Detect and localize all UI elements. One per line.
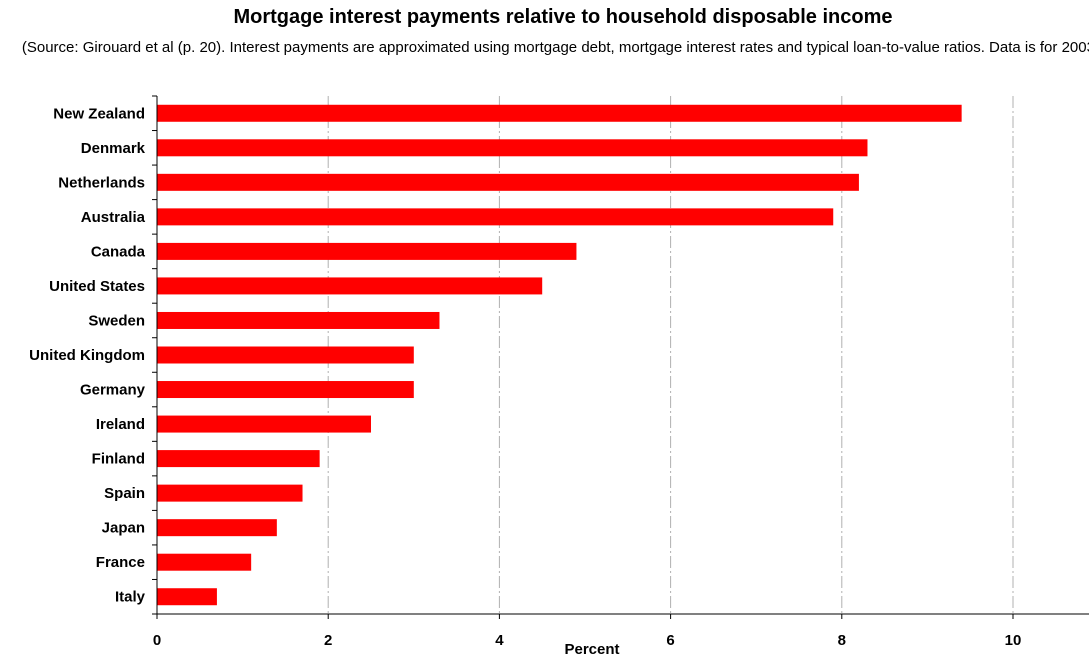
category-label: Germany [80,382,146,399]
bar-france [157,553,252,571]
category-label: New Zealand [53,105,145,122]
gridlines [327,96,1014,614]
bar-finland [157,450,320,468]
bar-canada [157,242,577,260]
x-tick-label: 0 [153,632,161,649]
category-label: Sweden [88,312,145,329]
bar-japan [157,519,277,537]
bar-denmark [157,139,868,157]
category-label: United States [49,278,145,295]
category-label: Ireland [96,416,145,433]
bar-australia [157,208,834,226]
bar-germany [157,381,414,399]
x-axis-label: Percent [564,641,619,658]
bar-netherlands [157,173,859,191]
x-tick-label: 2 [324,632,332,649]
category-label: Denmark [81,140,146,157]
chart-title: Mortgage interest payments relative to h… [233,6,893,28]
category-label: Netherlands [58,174,145,191]
bar-italy [157,588,217,606]
x-tick-label: 8 [838,632,846,649]
tick-labels: 0 2 4 6 8 10 [153,632,1022,649]
category-label: Italy [115,589,146,606]
bar-spain [157,484,303,502]
bar-sweden [157,311,440,329]
bars [157,104,962,606]
x-tick-label: 6 [666,632,674,649]
chart-subtitle: (Source: Girouard et al (p. 20). Interes… [21,39,1089,56]
x-tick-label: 10 [1005,632,1022,649]
category-label: France [96,554,145,571]
bar-new-zealand [157,104,962,122]
category-label: Japan [102,520,145,537]
category-label: Canada [91,243,146,260]
axes [152,95,1089,619]
category-label: Spain [104,485,145,502]
category-label: United Kingdom [29,347,145,364]
bar-ireland [157,415,371,433]
category-label: Australia [81,209,146,226]
bar-united-kingdom [157,346,414,364]
category-labels: New Zealand Denmark Netherlands Australia Ca… [29,105,145,605]
x-tick-label: 4 [495,632,504,649]
bar-united-states [157,277,543,295]
category-label: Finland [92,451,145,468]
